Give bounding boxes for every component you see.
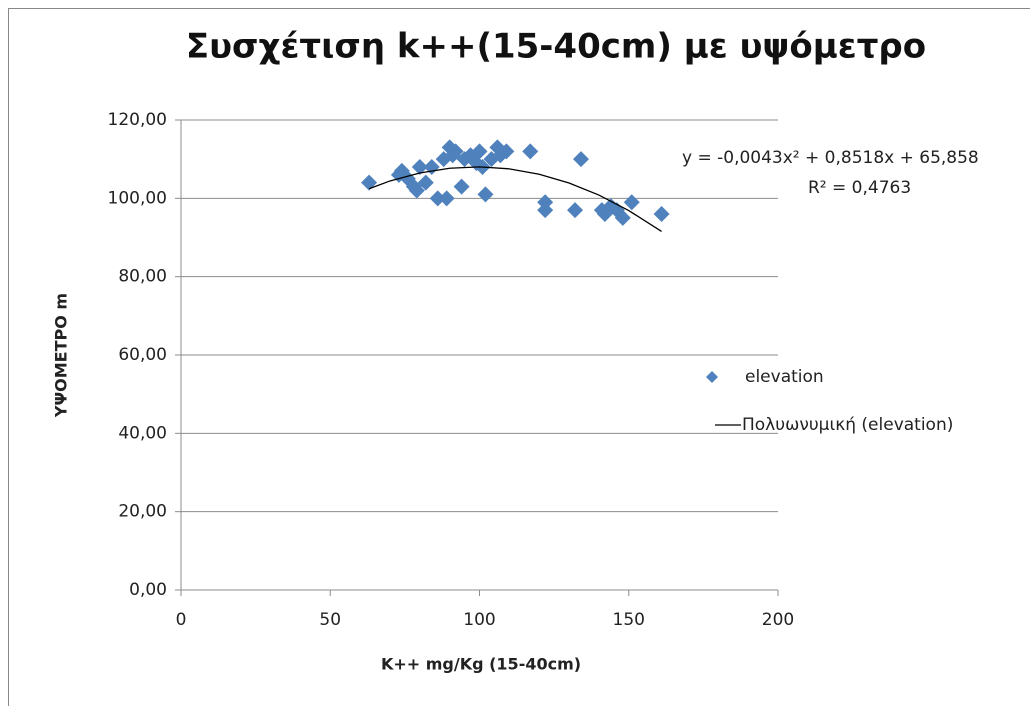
legend-label: elevation [745,367,824,387]
scatter-point [453,178,470,195]
scatter-point [572,151,589,168]
scatter-point [429,190,446,207]
x-tick-label: 50 [319,610,341,630]
y-tick-label: 0,00 [129,580,167,600]
y-tick-label: 60,00 [118,345,167,365]
scatter-point [417,174,434,191]
scatter-point [471,143,488,160]
y-tick-label: 40,00 [118,423,167,443]
trend-equation: y = -0,0043x² + 0,8518x + 65,858 [682,148,979,168]
trendline [368,166,662,233]
scatter-point [567,202,584,219]
scatter-point [477,186,494,203]
x-axis-title: K++ mg/Kg (15-40cm) [381,655,581,674]
y-tick-label: 100,00 [108,188,167,208]
trend-r2: R² = 0,4763 [808,178,911,198]
x-tick-label: 200 [762,610,794,630]
scatter-point [438,190,455,207]
legend-label: Πολυωνυμική (elevation) [742,415,953,435]
scatter-point [447,143,464,160]
y-tick-label: 80,00 [118,267,167,287]
x-tick-label: 150 [613,610,645,630]
scatter-point [623,194,640,211]
chart-title: Συσχέτιση k++(15-40cm) με υψόμετρο [186,27,926,67]
scatter-point [522,143,539,160]
x-tick-label: 100 [463,610,495,630]
y-tick-label: 120,00 [108,110,167,130]
scatter-point [653,206,670,222]
scatter-point [498,143,515,160]
legend-swatch [706,371,718,383]
scatter-point [537,202,554,219]
scatter-point [614,209,631,226]
y-tick-label: 20,00 [118,502,167,522]
scatter-point [408,182,425,199]
x-tick-label: 0 [176,610,187,630]
y-axis-title: ΥΨΟΜΕΤΡΟ m [52,293,71,418]
scatter-point [411,159,428,175]
